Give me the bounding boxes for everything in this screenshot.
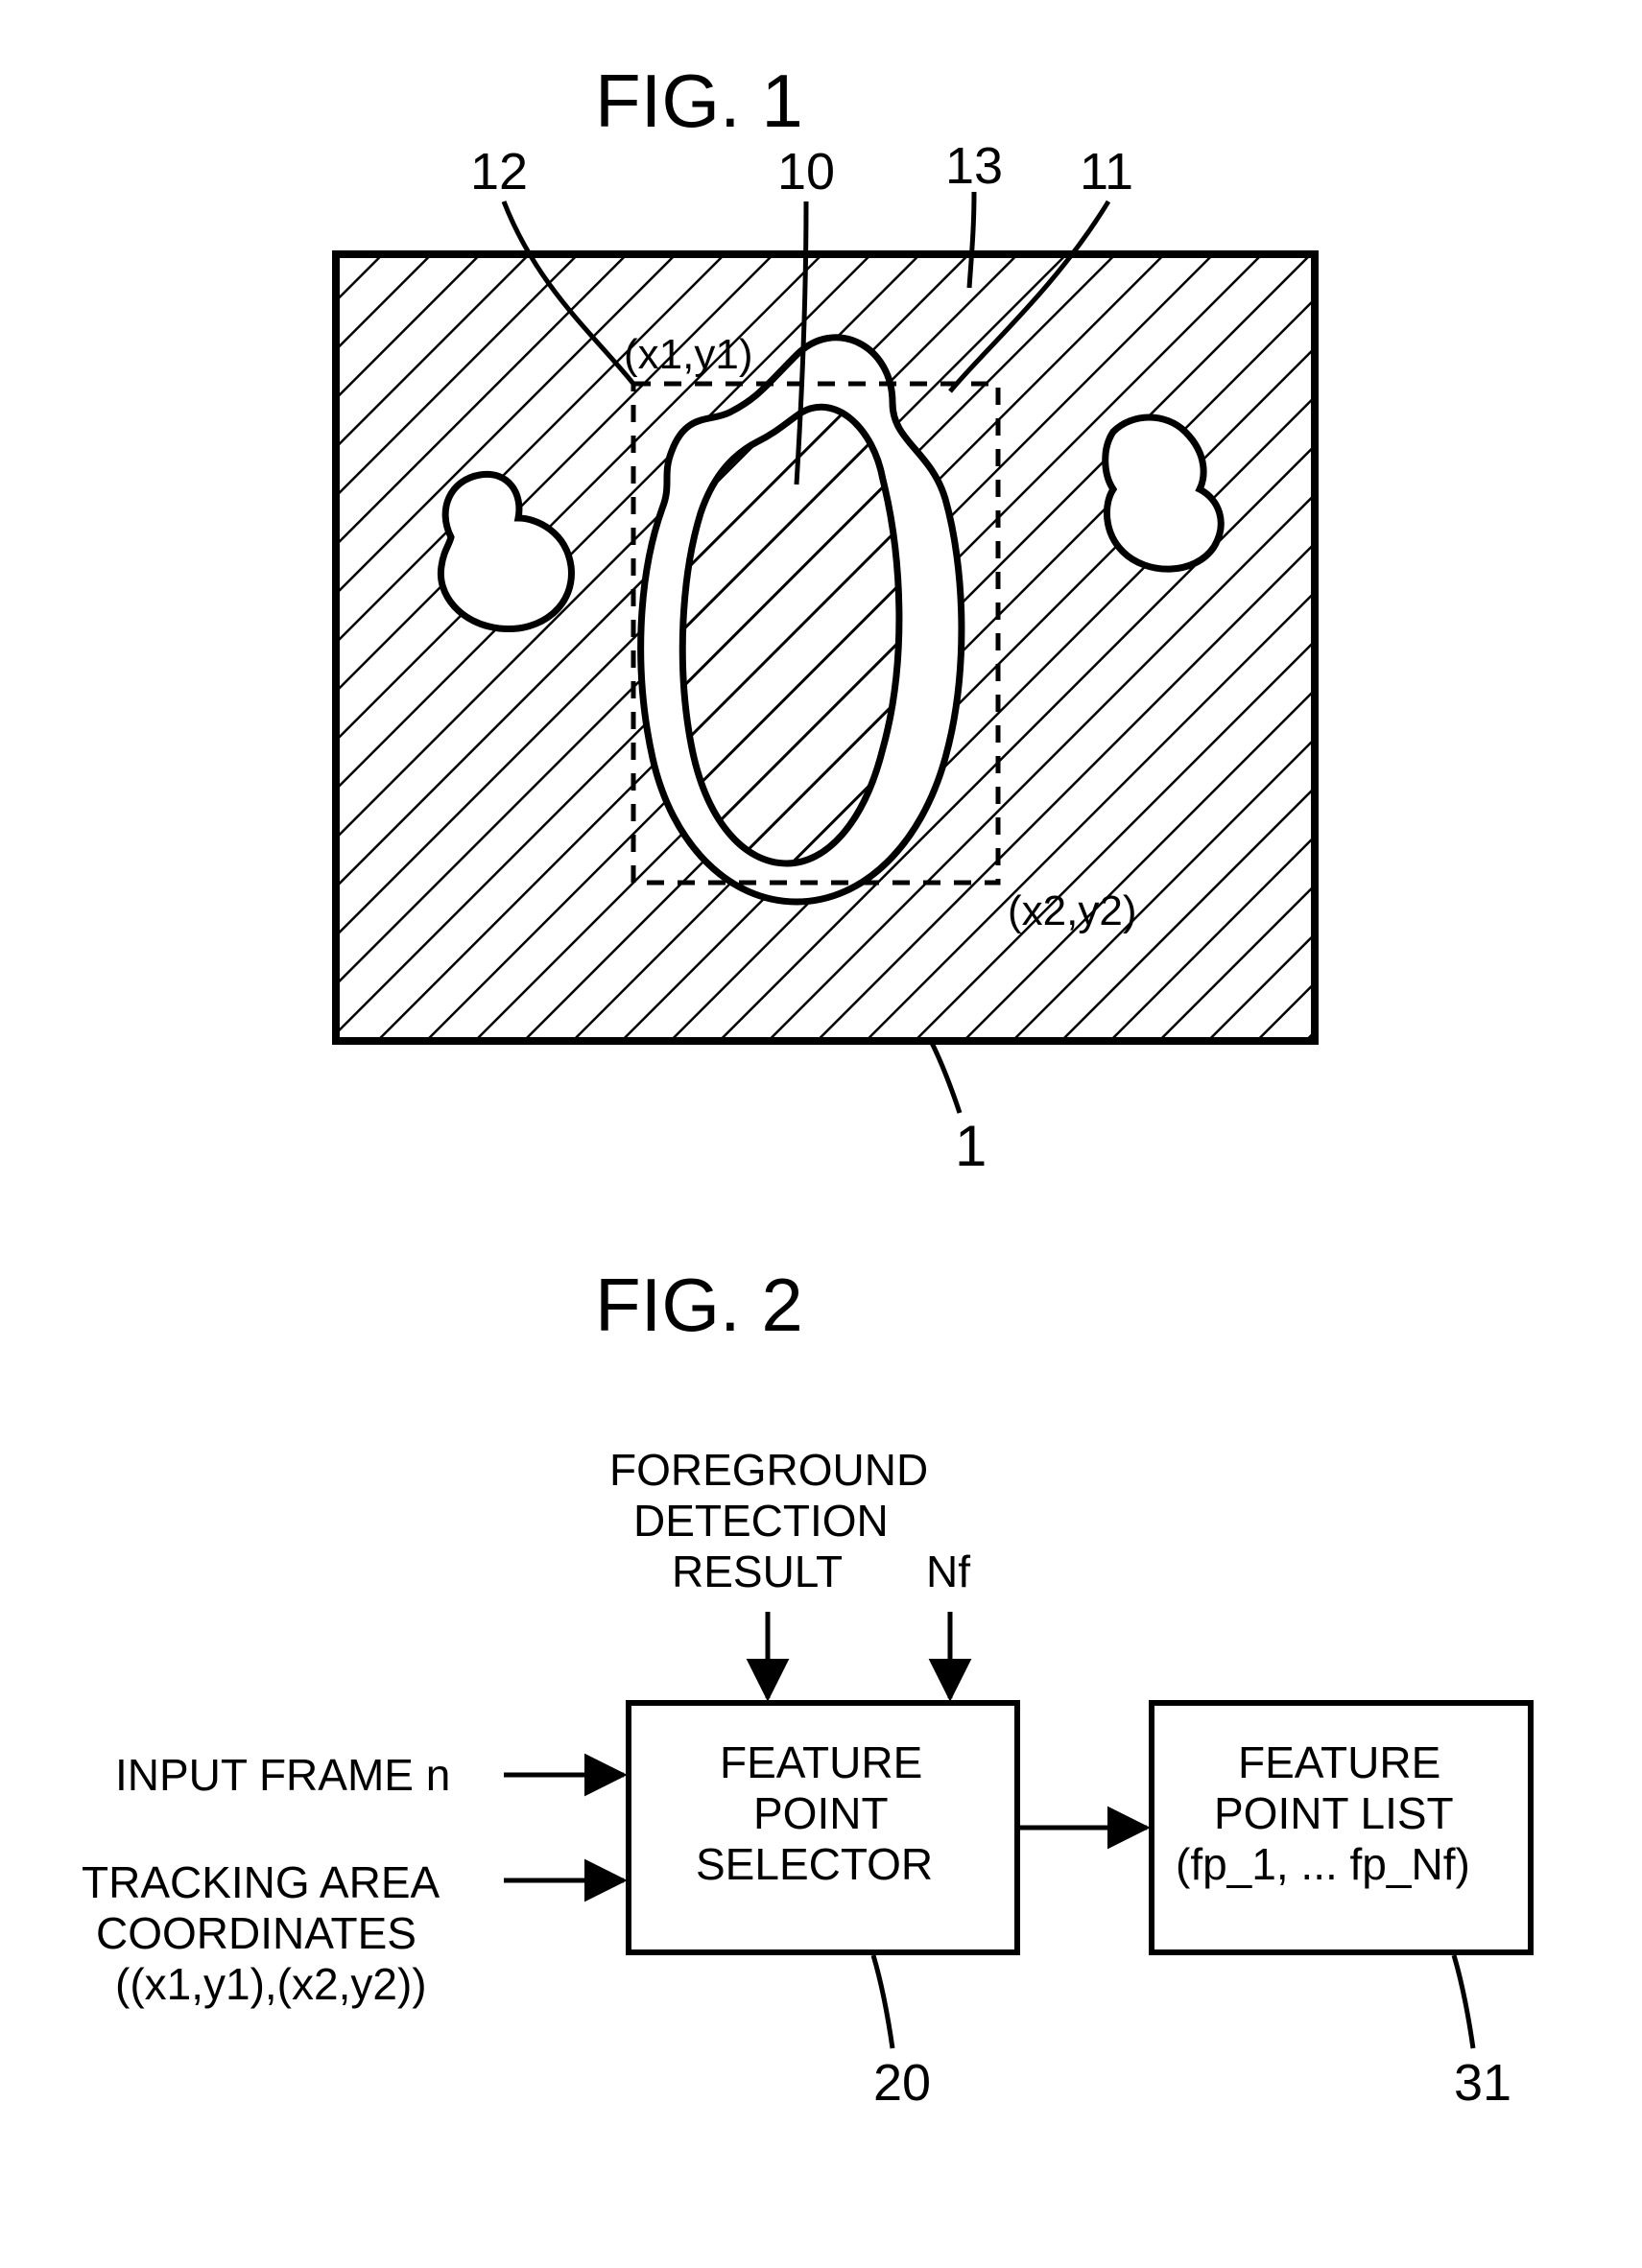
fig2-list-line2: POINT LIST: [1214, 1787, 1454, 1839]
fig2-selector-line1: FEATURE: [720, 1736, 922, 1788]
fig2-leader-31: [1454, 1955, 1473, 2048]
fig2-tracking-line1: TRACKING AREA: [82, 1856, 440, 1908]
fig2-tracking-line2: COORDINATES: [96, 1907, 416, 1959]
fig1-leader-frame-1: [931, 1041, 960, 1113]
fig2-foreground-line3: RESULT: [672, 1546, 843, 1597]
fig2-list-line1: FEATURE: [1238, 1736, 1440, 1788]
fig2-selector-line2: POINT: [753, 1787, 889, 1839]
fig2-selector-id-20: 20: [873, 2053, 931, 2113]
fig1-label-13: 13: [945, 136, 1003, 196]
fig2-foreground-line2: DETECTION: [633, 1495, 889, 1547]
fig2-label-nf: Nf: [926, 1546, 970, 1597]
fig2-list-id-31: 31: [1454, 2053, 1511, 2113]
fig2-input-frame: INPUT FRAME n: [115, 1749, 450, 1801]
fig1-label-12: 12: [470, 142, 528, 201]
fig2-title: FIG. 2: [595, 1262, 803, 1349]
fig1-coord-top-left: (x1,y1): [624, 331, 752, 379]
fig2-selector-line3: SELECTOR: [696, 1838, 933, 1890]
fig2-foreground-line1: FOREGROUND: [609, 1444, 928, 1496]
fig1-label-11: 11: [1080, 142, 1133, 201]
fig2-leader-20: [873, 1955, 892, 2048]
fig2-list-line3: (fp_1, ... fp_Nf): [1176, 1838, 1470, 1890]
fig1-coord-bottom-right: (x2,y2): [1008, 887, 1136, 935]
fig1-frame-id-1: 1: [955, 1113, 987, 1179]
fig1-object-core-10: [682, 407, 899, 863]
fig2-tracking-line3: ((x1,y1),(x2,y2)): [115, 1958, 427, 2010]
fig1-label-10: 10: [777, 142, 835, 201]
